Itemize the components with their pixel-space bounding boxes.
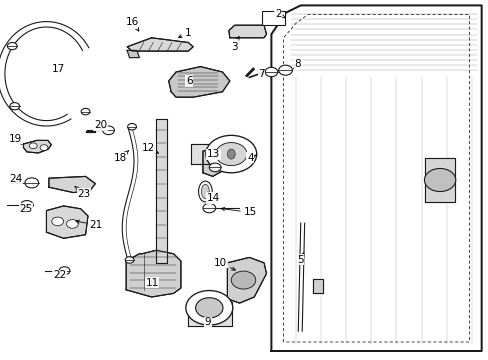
Circle shape	[25, 178, 39, 188]
Circle shape	[102, 126, 114, 135]
Circle shape	[264, 67, 277, 77]
Circle shape	[81, 108, 90, 115]
Polygon shape	[425, 158, 454, 202]
Text: 15: 15	[221, 207, 256, 217]
Circle shape	[59, 267, 70, 275]
Circle shape	[40, 145, 48, 150]
Circle shape	[185, 291, 232, 325]
FancyBboxPatch shape	[261, 11, 285, 25]
Text: 17: 17	[51, 64, 64, 74]
Polygon shape	[190, 144, 217, 164]
Circle shape	[52, 217, 63, 226]
Text: 5: 5	[297, 253, 304, 265]
Polygon shape	[23, 140, 51, 153]
Text: 25: 25	[20, 204, 33, 214]
Circle shape	[205, 135, 256, 173]
Circle shape	[195, 298, 223, 318]
Text: 3: 3	[230, 36, 239, 52]
Circle shape	[127, 123, 136, 130]
Text: 9: 9	[204, 317, 211, 327]
Circle shape	[231, 271, 255, 289]
Polygon shape	[46, 206, 88, 238]
Text: 7: 7	[258, 69, 265, 79]
Text: 23: 23	[75, 186, 90, 199]
Ellipse shape	[201, 184, 209, 199]
Circle shape	[125, 257, 134, 263]
Polygon shape	[312, 279, 322, 293]
Text: 11: 11	[145, 278, 159, 288]
Circle shape	[66, 220, 78, 228]
Polygon shape	[127, 38, 193, 51]
Text: 20: 20	[94, 120, 107, 130]
Text: 2: 2	[274, 9, 285, 19]
Circle shape	[424, 168, 455, 192]
Circle shape	[29, 143, 37, 149]
Text: 16: 16	[126, 17, 139, 31]
Polygon shape	[228, 25, 266, 38]
Text: 18: 18	[113, 151, 128, 163]
Ellipse shape	[227, 149, 235, 159]
Text: 22: 22	[53, 270, 66, 280]
Polygon shape	[49, 176, 95, 193]
Polygon shape	[126, 250, 181, 297]
Ellipse shape	[198, 181, 212, 202]
Text: 24: 24	[9, 174, 22, 184]
Text: 14: 14	[206, 192, 220, 203]
Polygon shape	[127, 50, 139, 58]
Circle shape	[215, 143, 246, 166]
Polygon shape	[188, 302, 232, 326]
Text: 21: 21	[76, 220, 102, 230]
Text: 4: 4	[246, 153, 256, 163]
Polygon shape	[203, 148, 224, 176]
Text: 10: 10	[214, 258, 235, 270]
Polygon shape	[168, 67, 229, 97]
Circle shape	[10, 103, 20, 110]
Text: 13: 13	[206, 149, 220, 159]
Circle shape	[203, 203, 215, 213]
Text: 8: 8	[293, 59, 301, 69]
Circle shape	[7, 42, 17, 50]
Text: 6: 6	[185, 76, 192, 87]
Text: 12: 12	[142, 143, 158, 153]
Text: 19: 19	[9, 134, 22, 144]
Circle shape	[278, 65, 292, 75]
Polygon shape	[227, 257, 266, 303]
Polygon shape	[271, 5, 481, 351]
Text: 1: 1	[178, 28, 191, 39]
Circle shape	[20, 201, 33, 210]
Polygon shape	[155, 119, 167, 263]
Circle shape	[209, 163, 221, 172]
